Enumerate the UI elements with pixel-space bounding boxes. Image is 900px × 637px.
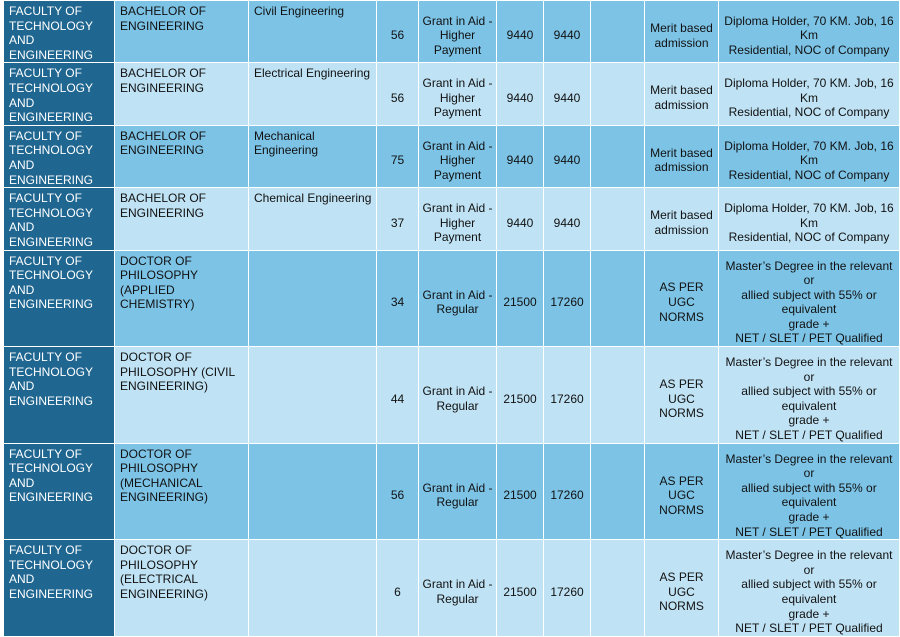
empty-cell xyxy=(590,187,645,251)
fee-cell: 9440 xyxy=(543,187,591,251)
eligibility-cell: Master’s Degree in the relevant or allie… xyxy=(718,442,900,541)
fee-cell: 9440 xyxy=(496,0,544,64)
branch-cell: Chemical Engineering xyxy=(248,187,377,251)
admission-cell: AS PER UGC NORMS xyxy=(644,442,719,541)
table-row: FACULTY OF TECHNOLOGY AND ENGINEERING DO… xyxy=(3,539,900,637)
program-cell: BACHELOR OF ENGINEERING xyxy=(114,124,249,189)
faculty-cell: FACULTY OF TECHNOLOGY AND ENGINEERING xyxy=(3,62,115,126)
faculty-cell: FACULTY OF TECHNOLOGY AND ENGINEERING xyxy=(3,187,115,251)
fee-cell: 9440 xyxy=(543,124,591,189)
intake-cell: 75 xyxy=(376,124,419,189)
admission-cell: AS PER UGC NORMS xyxy=(644,249,719,348)
program-cell: DOCTOR OF PHILOSOPHY (ELECTRICAL ENGINEE… xyxy=(114,539,249,637)
fee-cell: 17260 xyxy=(543,539,591,637)
intake-cell: 56 xyxy=(376,0,419,64)
intake-cell: 6 xyxy=(376,539,419,637)
programs-table: FACULTY OF TECHNOLOGY AND ENGINEERING BA… xyxy=(3,0,900,637)
scheme-cell: Grant in Aid - Regular xyxy=(418,539,497,637)
branch-cell: Mechanical Engineering xyxy=(248,124,377,189)
fee-cell: 9440 xyxy=(496,124,544,189)
empty-cell xyxy=(590,539,645,637)
intake-cell: 44 xyxy=(376,346,419,444)
eligibility-cell: Diploma Holder, 70 KM. Job, 16 Km Reside… xyxy=(718,124,900,189)
table-row: FACULTY OF TECHNOLOGY AND ENGINEERING BA… xyxy=(3,187,900,251)
empty-cell xyxy=(590,346,645,444)
program-cell: BACHELOR OF ENGINEERING xyxy=(114,187,249,251)
table-row: FACULTY OF TECHNOLOGY AND ENGINEERING DO… xyxy=(3,346,900,444)
admission-cell: Merit based admission xyxy=(644,187,719,251)
fee-cell: 9440 xyxy=(543,62,591,126)
table-row: FACULTY OF TECHNOLOGY AND ENGINEERING BA… xyxy=(3,124,900,189)
faculty-cell: FACULTY OF TECHNOLOGY AND ENGINEERING xyxy=(3,249,115,348)
empty-cell xyxy=(590,62,645,126)
eligibility-cell: Diploma Holder, 70 KM. Job, 16 Km Reside… xyxy=(718,187,900,251)
fee-cell: 17260 xyxy=(543,346,591,444)
intake-cell: 34 xyxy=(376,249,419,348)
table-row: FACULTY OF TECHNOLOGY AND ENGINEERING BA… xyxy=(3,62,900,126)
table-row: FACULTY OF TECHNOLOGY AND ENGINEERING DO… xyxy=(3,442,900,541)
program-cell: DOCTOR OF PHILOSOPHY (MECHANICAL ENGINEE… xyxy=(114,442,249,541)
fee-cell: 17260 xyxy=(543,442,591,541)
scheme-cell: Grant in Aid - Higher Payment xyxy=(418,0,497,64)
scheme-cell: Grant in Aid - Higher Payment xyxy=(418,124,497,189)
intake-cell: 37 xyxy=(376,187,419,251)
eligibility-cell: Diploma Holder, 70 KM. Job, 16 Km Reside… xyxy=(718,0,900,64)
program-cell: BACHELOR OF ENGINEERING xyxy=(114,62,249,126)
admission-cell: AS PER UGC NORMS xyxy=(644,539,719,637)
empty-cell xyxy=(590,124,645,189)
admission-cell: Merit based admission xyxy=(644,62,719,126)
fee-cell: 21500 xyxy=(496,249,544,348)
empty-cell xyxy=(590,249,645,348)
fee-cell: 17260 xyxy=(543,249,591,348)
admission-cell: Merit based admission xyxy=(644,0,719,64)
table-row: FACULTY OF TECHNOLOGY AND ENGINEERING BA… xyxy=(3,0,900,64)
scheme-cell: Grant in Aid - Regular xyxy=(418,249,497,348)
faculty-cell: FACULTY OF TECHNOLOGY AND ENGINEERING xyxy=(3,0,115,64)
eligibility-cell: Master’s Degree in the relevant or allie… xyxy=(718,539,900,637)
fee-cell: 21500 xyxy=(496,442,544,541)
scheme-cell: Grant in Aid - Higher Payment xyxy=(418,62,497,126)
eligibility-cell: Diploma Holder, 70 KM. Job, 16 Km Reside… xyxy=(718,62,900,126)
intake-cell: 56 xyxy=(376,442,419,541)
faculty-cell: FACULTY OF TECHNOLOGY AND ENGINEERING xyxy=(3,346,115,444)
program-cell: BACHELOR OF ENGINEERING xyxy=(114,0,249,64)
branch-cell: Electrical Engineering xyxy=(248,62,377,126)
faculty-cell: FACULTY OF TECHNOLOGY AND ENGINEERING xyxy=(3,442,115,541)
branch-cell xyxy=(248,249,377,348)
eligibility-cell: Master’s Degree in the relevant or allie… xyxy=(718,249,900,348)
fee-cell: 9440 xyxy=(496,62,544,126)
empty-cell xyxy=(590,0,645,64)
faculty-cell: FACULTY OF TECHNOLOGY AND ENGINEERING xyxy=(3,124,115,189)
branch-cell xyxy=(248,442,377,541)
intake-cell: 56 xyxy=(376,62,419,126)
empty-cell xyxy=(590,442,645,541)
scheme-cell: Grant in Aid - Regular xyxy=(418,442,497,541)
scheme-cell: Grant in Aid - Higher Payment xyxy=(418,187,497,251)
admission-cell: Merit based admission xyxy=(644,124,719,189)
program-cell: DOCTOR OF PHILOSOPHY (CIVIL ENGINEERING) xyxy=(114,346,249,444)
eligibility-cell: Master’s Degree in the relevant or allie… xyxy=(718,346,900,444)
fee-cell: 9440 xyxy=(543,0,591,64)
faculty-cell: FACULTY OF TECHNOLOGY AND ENGINEERING xyxy=(3,539,115,637)
fee-cell: 9440 xyxy=(496,187,544,251)
fee-cell: 21500 xyxy=(496,539,544,637)
program-cell: DOCTOR OF PHILOSOPHY (APPLIED CHEMISTRY) xyxy=(114,249,249,348)
fee-cell: 21500 xyxy=(496,346,544,444)
admission-cell: AS PER UGC NORMS xyxy=(644,346,719,444)
branch-cell xyxy=(248,539,377,637)
branch-cell xyxy=(248,346,377,444)
branch-cell: Civil Engineering xyxy=(248,0,377,64)
table-row: FACULTY OF TECHNOLOGY AND ENGINEERING DO… xyxy=(3,249,900,348)
scheme-cell: Grant in Aid - Regular xyxy=(418,346,497,444)
